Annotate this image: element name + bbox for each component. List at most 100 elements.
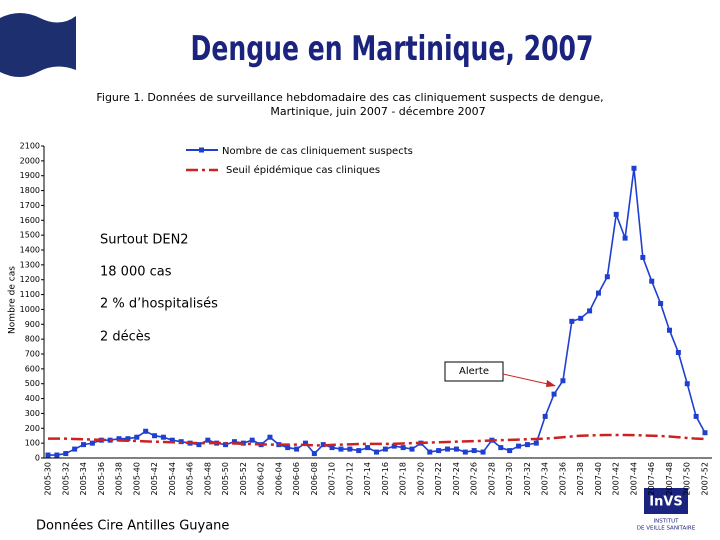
- x-tick-label: 2007-16: [381, 462, 390, 495]
- y-tick-label: 400: [25, 394, 40, 403]
- point-marker: [45, 452, 51, 458]
- y-tick-label: 1000: [20, 305, 40, 314]
- x-tick-label: 2007-24: [452, 462, 461, 495]
- x-tick-label: 2005-40: [132, 462, 141, 495]
- alert-arrowhead: [546, 380, 556, 387]
- x-tick-label: 2007-22: [434, 462, 443, 495]
- logo: InVS: [649, 495, 683, 510]
- y-tick-label: 0: [35, 454, 40, 463]
- y-tick-label: 500: [25, 379, 40, 388]
- x-tick-label: 2005-50: [221, 462, 230, 495]
- y-tick-label: 1400: [20, 246, 40, 255]
- point-marker: [125, 436, 131, 442]
- x-tick-label: 2007-28: [487, 462, 496, 495]
- note: 2 % d’hospitalisés: [100, 297, 218, 312]
- x-tick-label: 2007-52: [701, 462, 710, 495]
- point-marker: [631, 165, 637, 171]
- point-marker: [347, 446, 353, 452]
- figure-caption: Figure 1. Données de surveillance hebdom…: [96, 91, 603, 104]
- y-tick-label: 1100: [20, 290, 40, 299]
- alert-box: [444, 361, 504, 382]
- point-marker: [622, 235, 628, 241]
- x-tick-label: 2005-52: [239, 462, 248, 495]
- series-line: [48, 433, 706, 447]
- point-marker: [524, 442, 530, 448]
- logo-sub: DE VEILLE SANITAIRE: [637, 526, 696, 532]
- point-marker: [54, 452, 60, 458]
- point-marker: [231, 439, 237, 445]
- point-marker: [471, 448, 477, 454]
- y-tick-label: 700: [25, 350, 40, 359]
- slide-title: Dengue en Martinique, 2007: [191, 29, 594, 68]
- point-marker: [604, 274, 610, 280]
- point-marker: [551, 391, 557, 397]
- note: 18 000 cas: [100, 265, 172, 280]
- point-marker: [134, 434, 140, 440]
- y-tick-label: 2100: [20, 142, 40, 151]
- logo-sub: INSTITUT: [654, 519, 680, 525]
- note: Surtout DEN2: [100, 233, 189, 248]
- point-marker: [382, 446, 388, 452]
- point-marker: [400, 445, 406, 451]
- point-marker: [169, 437, 175, 443]
- x-tick-label: 2006-08: [310, 462, 319, 495]
- x-tick-label: 2007-10: [328, 462, 337, 495]
- legend-marker: [199, 147, 204, 153]
- x-tick-label: 2007-48: [665, 462, 674, 495]
- point-marker: [409, 446, 415, 452]
- x-tick-label: 2006-02: [257, 462, 266, 495]
- x-tick-label: 2005-38: [115, 462, 124, 495]
- x-tick-label: 2005-46: [186, 462, 195, 495]
- point-marker: [285, 445, 291, 451]
- y-tick-label: 900: [25, 320, 40, 329]
- x-tick-label: 2007-36: [558, 462, 567, 495]
- point-marker: [63, 451, 69, 457]
- point-marker: [702, 430, 708, 436]
- point-marker: [356, 448, 362, 454]
- x-tick-label: 2006-06: [292, 462, 301, 495]
- x-tick-label: 2005-32: [61, 462, 70, 495]
- point-marker: [365, 445, 371, 451]
- point-marker: [205, 437, 211, 443]
- y-tick-label: 1500: [20, 231, 40, 240]
- point-marker: [72, 446, 78, 452]
- legend-label: Nombre de cas cliniquement suspects: [222, 146, 413, 157]
- x-tick-label: 2006-04: [274, 462, 283, 495]
- point-marker: [320, 442, 326, 448]
- flag-decoration: [0, 13, 76, 77]
- y-tick-label: 100: [25, 439, 40, 448]
- point-marker: [267, 434, 273, 440]
- point-marker: [560, 378, 566, 384]
- x-tick-label: 2007-20: [416, 462, 425, 495]
- y-tick-label: 800: [25, 335, 40, 344]
- x-tick-label: 2005-34: [79, 462, 88, 495]
- point-marker: [223, 442, 229, 448]
- point-marker: [152, 433, 158, 439]
- x-tick-label: 2007-46: [647, 462, 656, 495]
- y-tick-label: 1900: [20, 171, 40, 180]
- point-marker: [640, 254, 646, 260]
- y-tick-label: 600: [25, 364, 40, 373]
- point-marker: [249, 437, 255, 443]
- point-marker: [160, 434, 166, 440]
- point-marker: [498, 445, 504, 451]
- point-marker: [658, 300, 664, 306]
- point-marker: [675, 350, 681, 356]
- x-tick-label: 2007-42: [612, 462, 621, 495]
- point-marker: [427, 449, 433, 455]
- x-tick-label: 2005-44: [168, 462, 177, 495]
- point-marker: [436, 448, 442, 454]
- x-tick-label: 2007-32: [523, 462, 532, 495]
- figure-caption-2: Martinique, juin 2007 - décembre 2007: [270, 105, 485, 118]
- x-tick-label: 2005-48: [203, 462, 212, 495]
- point-marker: [569, 318, 575, 324]
- point-marker: [533, 440, 539, 446]
- source: Données Cire Antilles Guyane: [36, 519, 229, 534]
- point-marker: [649, 278, 655, 284]
- x-tick-label: 2007-18: [399, 462, 408, 495]
- y-tick-label: 1600: [20, 216, 40, 225]
- x-tick-label: 2007-40: [594, 462, 603, 495]
- alert-label: Alerte: [459, 366, 489, 377]
- point-marker: [196, 442, 202, 448]
- x-tick-label: 2007-44: [629, 462, 638, 495]
